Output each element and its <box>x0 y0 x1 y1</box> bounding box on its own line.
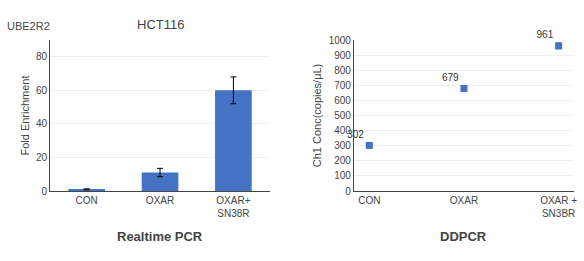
svg-text:900: 900 <box>334 50 351 61</box>
svg-text:40: 40 <box>36 118 48 129</box>
svg-text:CON: CON <box>76 195 98 206</box>
svg-text:0: 0 <box>41 186 47 197</box>
svg-text:200: 200 <box>334 155 351 166</box>
svg-text:Fold Enrichment: Fold Enrichment <box>19 75 31 155</box>
svg-text:302: 302 <box>347 129 364 140</box>
svg-text:800: 800 <box>334 65 351 76</box>
svg-text:600: 600 <box>334 95 351 106</box>
svg-text:DDPCR: DDPCR <box>440 229 487 244</box>
svg-text:80: 80 <box>36 51 48 62</box>
svg-text:OXAR+SN38R: OXAR+SN38R <box>216 195 250 219</box>
svg-text:100: 100 <box>334 170 351 181</box>
svg-text:Realtime PCR: Realtime PCR <box>117 229 203 244</box>
svg-text:400: 400 <box>334 125 351 136</box>
svg-text:500: 500 <box>334 110 351 121</box>
svg-text:961: 961 <box>537 29 554 40</box>
svg-text:HCT116: HCT116 <box>137 17 184 32</box>
svg-text:60: 60 <box>36 85 48 96</box>
svg-text:Ch1 Conc(copies/μL): Ch1 Conc(copies/μL) <box>311 64 323 168</box>
svg-text:OXAR: OXAR <box>146 195 174 206</box>
svg-text:OXAR: OXAR <box>450 195 478 206</box>
svg-text:20: 20 <box>36 152 48 163</box>
svg-text:0: 0 <box>345 186 351 197</box>
svg-text:1000: 1000 <box>329 35 352 46</box>
svg-text:OXAR +SN3BR: OXAR +SN3BR <box>540 195 577 219</box>
svg-text:CON: CON <box>358 195 380 206</box>
svg-text:700: 700 <box>334 80 351 91</box>
svg-text:679: 679 <box>442 72 459 83</box>
svg-text:UBE2R2: UBE2R2 <box>7 20 50 32</box>
svg-text:300: 300 <box>334 140 351 151</box>
